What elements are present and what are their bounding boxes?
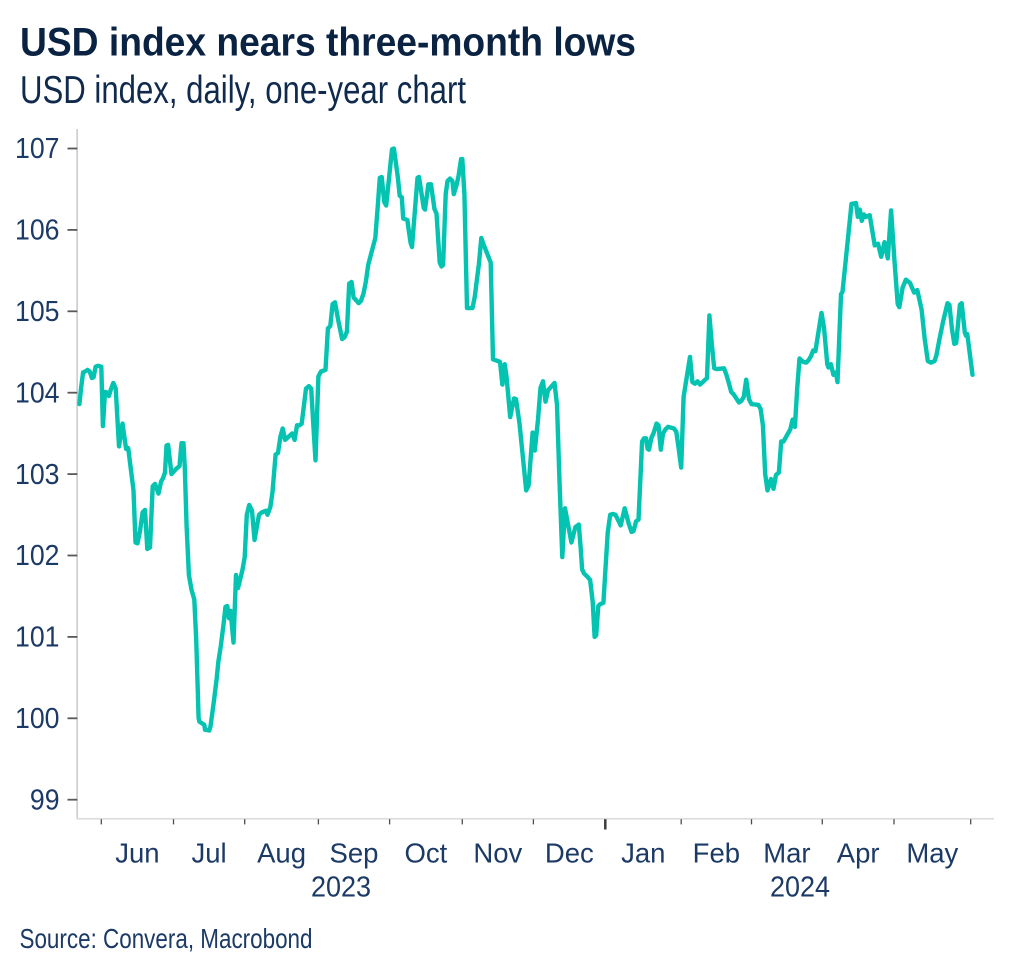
svg-text:USD index, daily, one-year cha: USD index, daily, one-year chart: [20, 69, 466, 112]
svg-text:101: 101: [15, 622, 60, 654]
svg-text:May: May: [906, 837, 958, 868]
svg-text:2024: 2024: [770, 872, 830, 904]
svg-text:106: 106: [15, 215, 60, 247]
svg-text:Sep: Sep: [330, 837, 379, 868]
svg-text:Nov: Nov: [473, 837, 522, 868]
svg-text:Jul: Jul: [192, 837, 227, 868]
svg-text:100: 100: [15, 703, 60, 735]
svg-text:USD index nears three-month lo: USD index nears three-month lows: [20, 21, 636, 65]
svg-text:105: 105: [15, 296, 60, 328]
svg-text:99: 99: [30, 784, 60, 816]
svg-text:Mar: Mar: [763, 837, 810, 868]
svg-text:Jan: Jan: [621, 837, 665, 868]
svg-text:Aug: Aug: [257, 837, 306, 868]
svg-text:103: 103: [15, 459, 60, 491]
svg-text:Jun: Jun: [115, 837, 159, 868]
svg-text:107: 107: [15, 133, 60, 165]
svg-text:Source: Convera, Macrobond: Source: Convera, Macrobond: [20, 923, 313, 954]
svg-text:Apr: Apr: [837, 837, 880, 868]
svg-text:Dec: Dec: [545, 837, 594, 868]
svg-text:104: 104: [15, 377, 60, 409]
svg-text:2023: 2023: [311, 872, 371, 904]
svg-text:Oct: Oct: [405, 837, 448, 868]
svg-text:102: 102: [15, 540, 60, 572]
svg-text:Feb: Feb: [693, 837, 740, 868]
